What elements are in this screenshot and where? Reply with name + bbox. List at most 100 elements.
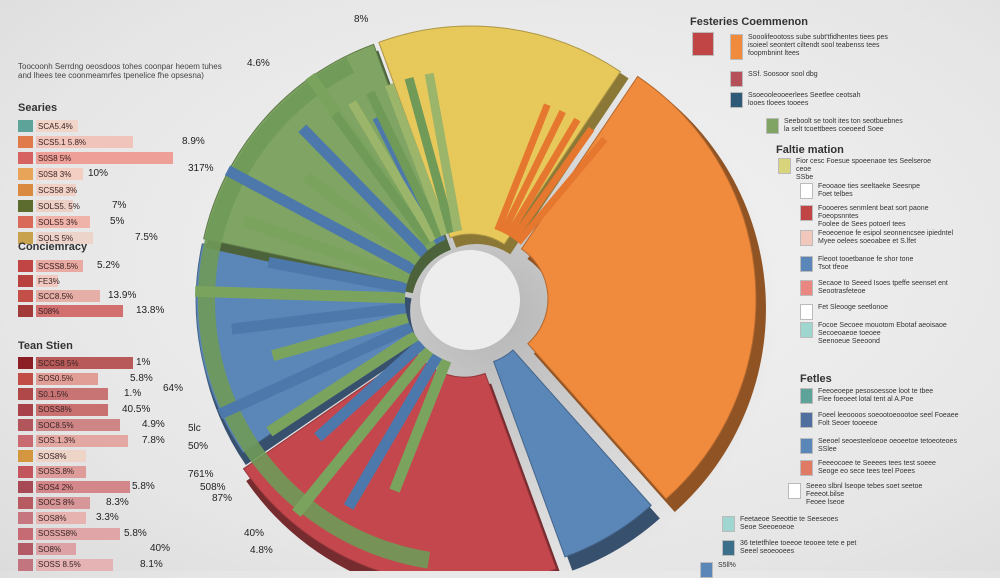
pie-slice	[493, 349, 660, 571]
legend-percent: 8.9%	[182, 136, 205, 147]
legend-bar: SCS58 3%	[36, 184, 78, 196]
legend-swatch	[800, 205, 813, 221]
legend-bar: SOLS5 3%	[36, 216, 90, 228]
legend-text: Feeeocoee te Seeees tees test soeee Seog…	[818, 460, 936, 475]
undefined-row: SOS8%	[18, 450, 86, 462]
legend-percent: 4.9%	[142, 419, 165, 430]
legend-bar: SOC8.5%	[36, 419, 120, 431]
legend-swatch	[18, 496, 33, 509]
right-middle-item: Fleoot tooetbanoe fe shor tone Tsot tfeo…	[800, 256, 968, 272]
right-middle-item: Secaoe to Seeed Isoes tpeffe seenset ent…	[800, 280, 968, 296]
legend-percent: 7%	[112, 200, 127, 211]
chart-callout: 8%	[354, 14, 369, 25]
inner-radial-bar	[231, 302, 407, 335]
legend-swatch	[18, 543, 33, 555]
undefined-row: SOS8%	[18, 512, 86, 524]
legend-swatch	[700, 562, 713, 578]
legend-bar: S0.1.5%	[36, 388, 108, 400]
undefined-row: SOSS.8%	[18, 465, 86, 478]
undefined-row: FE3%	[18, 275, 60, 287]
legend-swatch	[18, 434, 33, 447]
right-middle-item: Foooeres senmlent beat sort paone Foeops…	[800, 205, 968, 229]
legend-percent: 1.%	[124, 388, 142, 399]
undefined-row: SCC8.5%	[18, 290, 100, 302]
inner-radial-bar	[267, 256, 408, 294]
undefined-row: SCSS8.5%	[18, 260, 83, 272]
legend-swatch	[800, 412, 813, 428]
undefined-row: SCA5.4%	[18, 120, 78, 132]
pie-slice-top	[520, 75, 757, 500]
inner-radial-bar	[271, 312, 409, 361]
legend-bar: SOSS.8%	[36, 465, 86, 478]
legend-bar: SOSS 8.5%	[36, 558, 113, 571]
legend-percent: 5.8%	[130, 372, 153, 384]
legend-swatch	[18, 357, 33, 369]
legend-swatch	[18, 260, 33, 272]
legend-bar: SO8%	[36, 543, 76, 555]
legend-swatch	[800, 304, 813, 320]
right-middle-item: Fet Sleooge seetlonoe	[800, 304, 968, 320]
inner-radial-bar	[266, 331, 419, 437]
legend-swatch	[800, 280, 813, 296]
legend-bar: SOLS 5%	[36, 232, 93, 244]
legend-percent: 8.3%	[106, 496, 129, 508]
legend-swatch	[18, 184, 33, 196]
legend-bar: S08%	[36, 305, 123, 317]
inner-radial-bar	[385, 83, 450, 237]
legend-swatch	[18, 232, 33, 244]
legend-swatch	[800, 230, 813, 246]
legend-swatch	[18, 465, 33, 478]
undefined-row: SCS58 3%	[18, 184, 78, 196]
outer-ring-accent	[198, 57, 431, 569]
legend-bar: SOLS5. 5%	[36, 200, 80, 212]
right-middle-item: Feoeoenoe fe esipol seonnencsee ipiednte…	[800, 230, 968, 246]
legend-text: Sooolifeootoss sube subt'tfidhentes tiee…	[748, 34, 888, 57]
inner-radial-bar	[343, 353, 442, 510]
legend-swatch	[18, 419, 33, 431]
legend-bar: SOCS 8%	[36, 496, 90, 509]
legend-text: Feooaoe ties seeltaeke Seesnpe Foet telb…	[818, 183, 920, 198]
concentracy-title: Conciemracy	[18, 241, 88, 253]
chart-callout: 317%	[188, 163, 214, 174]
right-bottom-item: 36 tetetfhlee toeeoe teooee tete e pet S…	[722, 540, 890, 556]
legend-text: Secaoe to Seeed Isoes tpeffe seenset ent…	[818, 280, 948, 295]
undefined-row: SCS5.1 5.8%	[18, 136, 133, 148]
legend-percent: 10%	[88, 168, 109, 179]
legend-percent: 7.5%	[135, 232, 158, 243]
legend-swatch	[800, 438, 813, 454]
inner-radial-bar	[510, 126, 595, 241]
legend-swatch	[800, 322, 813, 338]
undefined-row: SOC8.5%	[18, 419, 120, 431]
legend-swatch	[18, 481, 33, 493]
right-bottom-item: Seeeo slbnl lseope tebes soet seetoe Fee…	[788, 483, 956, 507]
inner-radial-bar	[389, 358, 452, 493]
right-top-item: Sooolifeootoss sube subt'tfidhentes tiee…	[730, 34, 898, 60]
undefined-row: S08%	[18, 305, 123, 317]
legend-swatch	[730, 34, 743, 60]
legend-swatch	[800, 183, 813, 199]
intro-text: Toocoonh Serrdng oeosdoos tohes coonpar …	[18, 62, 222, 80]
inner-radial-bar	[404, 77, 456, 234]
inner-radial-bar	[424, 72, 463, 232]
legend-swatch	[18, 372, 33, 385]
legend-percent: 5%	[110, 216, 125, 227]
legend-percent: 5.8%	[132, 481, 155, 492]
undefined-row: SO8%	[18, 543, 76, 555]
inner-radial-bar	[494, 103, 551, 232]
legend-bar: SOS8%	[36, 450, 86, 462]
chart-callout: 87%	[212, 493, 233, 504]
legend-text: SSf. Soosoor sool dbg	[748, 71, 818, 78]
legend-percent: 5.2%	[97, 260, 120, 271]
legend-swatch	[778, 158, 791, 174]
chart-callout: 4.6%	[247, 58, 270, 69]
legend-swatch	[722, 516, 735, 532]
legend-bar: SCC8.5%	[36, 290, 100, 302]
legend-text: Foeel leeoooos soeootoeoootoe seel Foeae…	[818, 412, 959, 427]
chart-callout: 40%	[244, 528, 265, 539]
inner-radial-bar	[194, 285, 406, 304]
legend-percent: 1%	[136, 357, 151, 368]
right-bottom-item: Foeel leeoooos soeootoeoootoe seel Foeae…	[800, 412, 968, 428]
inner-radial-bar	[515, 136, 608, 245]
legend-bar: SOS4 2%	[36, 481, 130, 493]
chart-callout: 4.8%	[250, 545, 273, 556]
